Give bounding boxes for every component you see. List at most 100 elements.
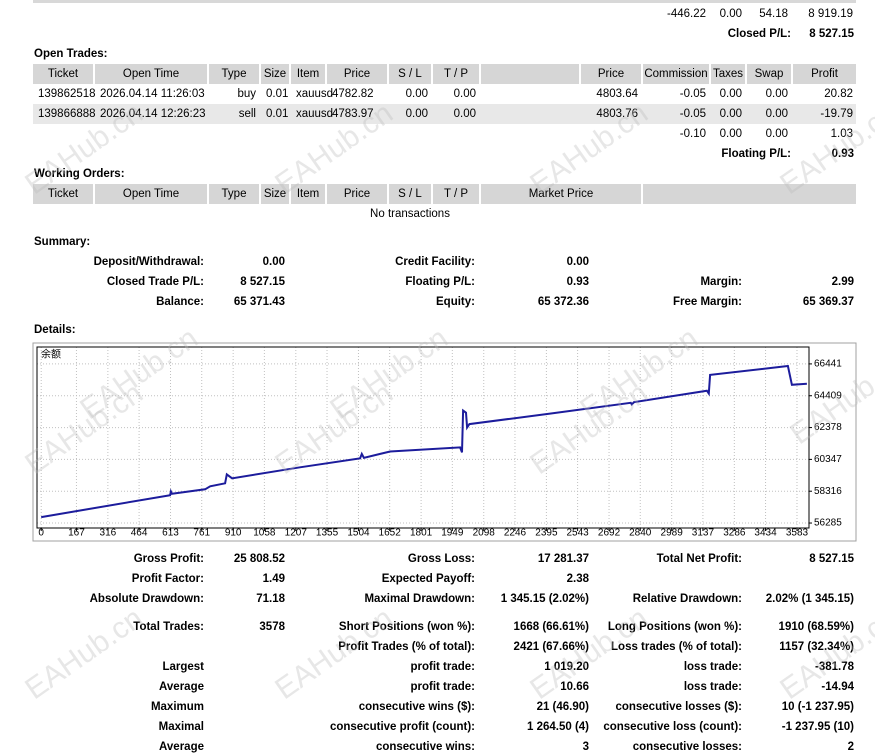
y-tick-label: 62378	[814, 422, 842, 433]
field-value: 3578	[259, 621, 285, 633]
total-cell: 0.00	[766, 128, 788, 140]
field-label: Gross Profit:	[134, 553, 204, 565]
field-label: Closed Trade P/L:	[107, 276, 204, 288]
field-value: 2	[848, 741, 854, 753]
header-cell: T / P	[444, 188, 468, 200]
trade-cell: -0.05	[680, 108, 706, 120]
header-cell: Open Time	[123, 68, 179, 80]
field-label: Total Net Profit:	[657, 553, 742, 565]
field-label: consecutive losses ($):	[615, 701, 742, 713]
header-cell-bg	[209, 184, 259, 204]
x-tick-label: 464	[131, 528, 148, 539]
header-cell-bg	[643, 184, 856, 204]
field-value: 65 372.36	[538, 296, 589, 308]
x-tick-label: 1801	[410, 528, 433, 539]
field-label: consecutive wins:	[376, 741, 475, 753]
field-value: 0.00	[263, 256, 285, 268]
field-label: loss trade:	[684, 681, 742, 693]
y-tick-label: 60347	[814, 454, 842, 465]
field-value: 1668 (66.61%)	[514, 621, 590, 633]
field-label: Profit Trades (% of total):	[338, 641, 475, 653]
closed-pl-label: Closed P/L:	[728, 28, 791, 40]
x-tick-label: 0	[38, 528, 44, 539]
field-value: -381.78	[815, 661, 855, 673]
trade-cell: 0.00	[766, 108, 788, 120]
header-cell-bg	[95, 184, 207, 204]
x-tick-label: 3286	[723, 528, 746, 539]
field-label: consecutive losses:	[633, 741, 742, 753]
x-tick-label: 2543	[566, 528, 589, 539]
field-label: Floating P/L:	[405, 276, 475, 288]
trade-cell: xauusd	[296, 108, 333, 120]
field-value: 1157 (32.34%)	[779, 641, 854, 653]
empty-text: No transactions	[370, 208, 450, 220]
field-label: profit trade:	[410, 661, 475, 673]
trade-cell: -19.79	[820, 108, 853, 120]
header-cell: S / L	[398, 68, 422, 80]
top-band	[33, 0, 856, 3]
trade-cell: 0.00	[720, 108, 742, 120]
field-label: consecutive profit (count):	[330, 721, 475, 733]
header-cell: Open Time	[123, 188, 179, 200]
header-cell: Taxes	[713, 68, 743, 80]
x-tick-label: 2989	[661, 528, 684, 539]
balance-line	[41, 364, 807, 519]
field-value: 1.49	[263, 573, 285, 585]
chart-label: 余额	[41, 348, 61, 361]
header-cell: Market Price	[529, 188, 594, 200]
header-cell: Price	[598, 68, 624, 80]
header-cell-bg	[433, 64, 479, 84]
header-cell: Item	[297, 68, 319, 80]
trade-cell: 0.00	[454, 108, 476, 120]
trade-cell: 4783.97	[332, 108, 374, 120]
header-cell-bg	[33, 64, 93, 84]
header-cell: Price	[344, 188, 370, 200]
header-cell: Commission	[644, 68, 707, 80]
header-cell-bg	[33, 184, 93, 204]
header-cell-bg	[793, 64, 856, 84]
section-title: Details:	[34, 324, 76, 336]
trade-cell: 4782.82	[332, 88, 374, 100]
total-cell: 0.00	[720, 128, 742, 140]
field-label: Maximal	[159, 721, 204, 733]
field-label: Credit Facility:	[395, 256, 475, 268]
trade-cell: -0.05	[680, 88, 706, 100]
header-cell: S / L	[398, 188, 422, 200]
header-cell-bg	[433, 184, 479, 204]
x-tick-label: 3583	[786, 528, 809, 539]
header-cell: Ticket	[48, 188, 79, 200]
header-cell-bg	[389, 64, 431, 84]
field-label: Margin:	[700, 276, 742, 288]
header-cell: Type	[222, 68, 247, 80]
header-cell: Item	[297, 188, 319, 200]
trade-cell: buy	[237, 88, 256, 100]
x-tick-label: 910	[225, 528, 242, 539]
header-cell-bg	[481, 184, 641, 204]
field-value: 8 527.15	[240, 276, 285, 288]
x-tick-label: 3137	[692, 528, 715, 539]
field-value: 2.38	[567, 573, 590, 585]
header-cell: Price	[344, 68, 370, 80]
trade-cell: 139866888	[38, 108, 96, 120]
header-cell: T / P	[444, 68, 468, 80]
trade-cell: 4803.76	[596, 108, 638, 120]
header-cell-bg	[261, 184, 289, 204]
y-tick-label: 58316	[814, 486, 842, 497]
field-value: 2.02% (1 345.15)	[766, 593, 854, 605]
header-cell-bg	[209, 64, 259, 84]
field-label: Maximum	[151, 701, 204, 713]
trade-cell: 2026.04.14 11:26:03	[100, 88, 205, 100]
field-label: consecutive loss (count):	[603, 721, 742, 733]
header-cell: Swap	[755, 68, 784, 80]
total-cell: -446.22	[667, 8, 706, 20]
field-label: Absolute Drawdown:	[90, 593, 204, 605]
field-value: 17 281.37	[538, 553, 589, 565]
x-tick-label: 2692	[598, 528, 621, 539]
field-label: Maximal Drawdown:	[364, 593, 475, 605]
header-cell-bg	[747, 64, 791, 84]
field-value: 1 019.20	[544, 661, 589, 673]
y-tick-label: 56285	[814, 518, 842, 529]
x-tick-label: 1058	[253, 528, 276, 539]
x-tick-label: 2840	[629, 528, 652, 539]
